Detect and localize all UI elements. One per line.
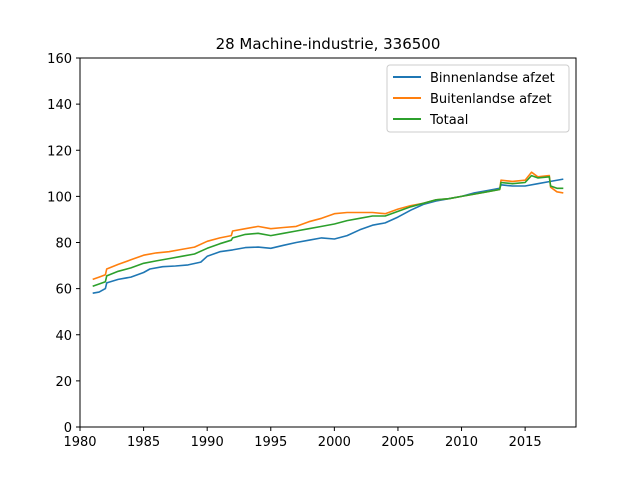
legend: Binnenlandse afzet Buitenlandse afzet Tota…	[386, 64, 570, 133]
x-tick-label: 2010	[445, 435, 478, 450]
legend-box	[386, 64, 570, 133]
x-tick-label: 1985	[127, 435, 160, 450]
y-tick-label: 100	[47, 190, 72, 205]
axes-layer: 1980 1985 1990 1995 2000 2005 2010 2015 0 20 40 60 8…	[47, 52, 577, 450]
series-layer	[92, 171, 564, 294]
legend-entry-label: Totaal	[429, 113, 468, 128]
x-tick-label: 1990	[191, 435, 224, 450]
x-tick-label: 2015	[509, 435, 542, 450]
y-tick-label: 0	[64, 421, 72, 436]
x-tick-label: 2000	[318, 435, 351, 450]
chart-title: 28 Machine-industrie, 336500	[216, 35, 441, 53]
y-tick-label: 140	[47, 98, 72, 113]
x-tick-label: 1995	[254, 435, 287, 450]
x-tick-label: 2005	[381, 435, 414, 450]
series-line-1	[92, 178, 564, 294]
series-line-3	[92, 174, 564, 288]
legend-entry-label: Buitenlandse afzet	[430, 92, 552, 107]
y-tick-label: 20	[55, 375, 72, 390]
x-tick-label: 1980	[63, 435, 96, 450]
series-line-2	[92, 171, 564, 281]
y-tick-label: 60	[55, 283, 72, 298]
y-tick-label: 80	[55, 237, 72, 252]
y-tick-label: 120	[47, 144, 72, 159]
y-tick-label: 160	[47, 52, 72, 67]
y-tick-label: 40	[55, 329, 72, 344]
legend-entry-label: Binnenlandse afzet	[430, 71, 555, 86]
